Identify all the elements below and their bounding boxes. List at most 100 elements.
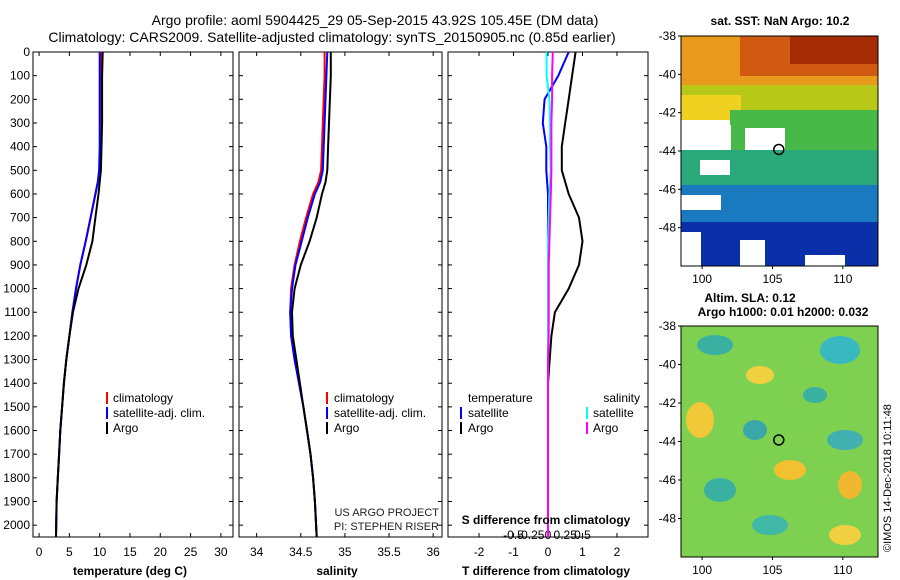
legend-temp-argo-label: Argo: [468, 421, 494, 435]
salinity-x-tick-label: 35: [338, 545, 352, 559]
salinity-x-tick-label: 34: [250, 545, 264, 559]
sla-map-title-line2: Argo h1000: 0.01 h2000: 0.032: [698, 305, 869, 319]
salinity-x-tick-label: 34.5: [289, 545, 313, 559]
sla-lon-tick-label: 100: [692, 563, 712, 577]
sst-lat-tick-label: -48: [659, 221, 677, 235]
sst-lon-tick-label: 105: [762, 272, 782, 286]
legend-climatology-label: climatology: [113, 391, 173, 405]
depth-tick-label: 800: [10, 234, 30, 248]
depth-tick-label: 1100: [4, 305, 30, 319]
depth-tick-label: 400: [10, 140, 30, 154]
credit-line2: PI: STEPHEN RISER: [334, 521, 439, 533]
credit-line1: US ARGO PROJECT: [334, 507, 439, 519]
salinity-panel: 34 34.5 35 35.5 36 salinity climatology sate…: [238, 51, 443, 578]
difference-series-salinity-argo: [547, 51, 554, 537]
depth-tick-label: 1600: [3, 424, 30, 438]
difference-x-tick-label: 2: [614, 545, 621, 559]
difference-x-tick-label: -1: [508, 545, 519, 559]
legend-argo-label: Argo: [334, 421, 360, 435]
legend-sal-argo-label: Argo: [593, 421, 619, 435]
difference-x-tick-label: 0: [545, 545, 552, 559]
sla-lat-tick-label: -48: [659, 512, 677, 526]
float-location-marker: [773, 143, 785, 156]
temperature-plot-frame: [32, 51, 234, 538]
t-difference-xlabel: T difference from climatology: [462, 564, 630, 578]
difference-legend: temperature satellite Argo salinity sate…: [460, 391, 640, 435]
legend-sal-satellite-label: satellite: [593, 406, 634, 420]
difference-panel: -2 -1 0 1 2-0.5-0.25 0 0.250.5 T difference fr…: [447, 51, 649, 578]
float-location-marker: [773, 434, 785, 446]
depth-tick-label: 300: [10, 116, 30, 130]
sla-map-panel: Altim. SLA: 0.12 Argo h1000: 0.01 h2000:…: [659, 291, 894, 577]
sla-map-title-line1: Altim. SLA: 0.12: [704, 291, 796, 305]
sst-map-panel: sat. SST: NaN Argo: 10.2 -38 -40 -42 -44 -46…: [659, 14, 879, 286]
salinity-x-tick-label: 35.5: [377, 545, 401, 559]
temperature-panel: 0100200300400500600700800900100011001200…: [3, 45, 234, 578]
temperature-x-tick-label: 10: [93, 545, 107, 559]
s-difference-tick-label: 0.5: [574, 528, 591, 542]
sla-lat-tick-label: -44: [659, 435, 677, 449]
s-difference-tick-label: 0.25: [554, 528, 578, 542]
depth-tick-label: 200: [10, 92, 30, 106]
salinity-series-argo: [291, 52, 332, 538]
salinity-x-tick-label: 36: [426, 545, 440, 559]
sst-lat-tick-label: -40: [659, 67, 677, 81]
salinity-legend: climatology satellite-adj. clim. Argo: [326, 391, 426, 435]
sst-lon-tick-label: 110: [833, 272, 852, 286]
sla-lat-tick-label: -42: [659, 396, 677, 410]
temperature-x-tick-label: 5: [66, 545, 73, 559]
temperature-legend: climatology satellite-adj. clim. Argo: [106, 391, 205, 435]
sst-map-image: [681, 36, 878, 266]
sst-lat-tick-label: -44: [659, 144, 677, 158]
depth-tick-label: 700: [10, 211, 30, 225]
legend-satellite-label: satellite-adj. clim.: [113, 406, 205, 420]
legend-climatology-label: climatology: [334, 391, 394, 405]
temperature-x-tick-label: 15: [123, 545, 137, 559]
difference-x-tick-label: 1: [579, 545, 586, 559]
depth-tick-label: 0: [23, 45, 30, 59]
difference-x-tick-label: -2: [474, 545, 485, 559]
legend-temperature-header: temperature: [468, 391, 533, 405]
s-difference-tick-label: -0.5: [503, 528, 524, 542]
title-line2: Climatology: CARS2009. Satellite-adjuste…: [48, 29, 615, 45]
legend-temp-satellite-label: satellite: [468, 406, 509, 420]
temperature-xlabel: temperature (deg C): [73, 564, 187, 578]
depth-tick-label: 1900: [3, 495, 30, 509]
temperature-x-tick-label: 20: [154, 545, 168, 559]
salinity-plot-frame: [238, 51, 443, 538]
sla-lat-tick-label: -38: [659, 319, 677, 333]
title-line1: Argo profile: aoml 5904425_29 05-Sep-201…: [152, 12, 599, 28]
salinity-xlabel: salinity: [316, 564, 358, 578]
sla-lon-tick-label: 105: [762, 563, 782, 577]
temperature-x-tick-label: 25: [184, 545, 198, 559]
sst-lon-tick-label: 100: [692, 272, 712, 286]
legend-argo-label: Argo: [113, 421, 139, 435]
imos-timestamp: ©IMOS 14-Dec-2018 10:11:48: [882, 404, 894, 552]
sla-lat-tick-label: -40: [659, 358, 677, 372]
temperature-x-tick-label: 0: [36, 545, 43, 559]
sla-lon-tick-label: 110: [833, 563, 852, 577]
depth-tick-label: 500: [10, 163, 30, 177]
depth-tick-label: 900: [10, 258, 30, 272]
legend-satellite-label: satellite-adj. clim.: [334, 406, 426, 420]
sst-lat-tick-label: -46: [659, 182, 677, 196]
s-difference-tick-label: -0.25: [517, 528, 545, 542]
s-difference-xlabel: S difference from climatology: [462, 513, 631, 527]
sst-lat-tick-label: -38: [659, 29, 677, 43]
depth-tick-label: 1200: [3, 329, 30, 343]
sla-map-image: [681, 326, 878, 557]
depth-tick-label: 2000: [3, 518, 30, 532]
depth-tick-label: 1000: [3, 282, 30, 296]
temperature-series-argo: [55, 51, 104, 538]
sst-lat-tick-label: -42: [659, 106, 677, 120]
depth-tick-label: 1500: [3, 400, 30, 414]
legend-salinity-header: salinity: [603, 391, 640, 405]
sst-map-title: sat. SST: NaN Argo: 10.2: [711, 14, 850, 28]
depth-tick-label: 1400: [3, 376, 30, 390]
sla-lat-tick-label: -46: [659, 473, 677, 487]
depth-tick-label: 600: [10, 187, 30, 201]
temperature-x-tick-label: 30: [214, 545, 228, 559]
depth-tick-label: 1300: [3, 353, 30, 367]
depth-tick-label: 1700: [3, 447, 30, 461]
